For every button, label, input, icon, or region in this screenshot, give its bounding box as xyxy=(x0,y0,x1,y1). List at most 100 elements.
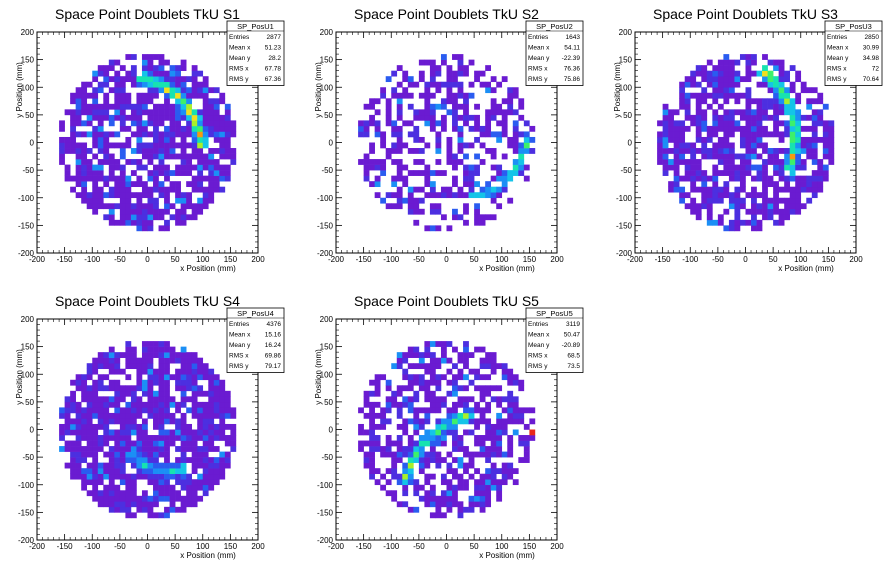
histogram-bin xyxy=(86,197,93,204)
histogram-bin xyxy=(463,352,469,358)
histogram-bin xyxy=(518,170,525,176)
histogram-bin xyxy=(501,468,508,475)
histogram-bin xyxy=(81,159,88,165)
histogram-bin xyxy=(119,103,126,110)
histogram-bin xyxy=(125,98,132,105)
histogram-bin xyxy=(108,396,115,403)
histogram-bin xyxy=(114,495,121,502)
histogram-bin xyxy=(739,203,746,210)
histogram-bin xyxy=(224,131,231,138)
histogram-bin xyxy=(440,81,447,88)
histogram-bin xyxy=(213,159,220,165)
histogram-bin xyxy=(496,81,503,88)
histogram-bin xyxy=(440,440,447,447)
histogram-bin xyxy=(141,208,148,215)
histogram-bin xyxy=(191,363,198,370)
histogram-bin xyxy=(86,363,93,370)
histogram-bin xyxy=(158,357,165,364)
histogram-bin xyxy=(108,363,115,370)
histogram-bin xyxy=(158,341,165,347)
histogram-bin xyxy=(358,125,364,132)
histogram-bin xyxy=(380,170,387,176)
x-tick-label: 200 xyxy=(251,542,265,551)
histogram-bin xyxy=(147,446,154,452)
histogram-bin xyxy=(391,142,398,149)
histogram-bin xyxy=(97,125,104,132)
histogram-bin xyxy=(490,214,497,221)
histogram-bin xyxy=(673,136,680,143)
histogram-bin xyxy=(773,114,779,121)
histogram-bin xyxy=(141,446,148,452)
histogram-bin xyxy=(717,159,724,165)
histogram-bin xyxy=(64,401,71,408)
histogram-bin xyxy=(706,175,713,182)
histogram-bin xyxy=(136,468,143,475)
histogram-bin xyxy=(723,225,730,232)
histogram-bin xyxy=(385,401,392,408)
histogram-bin xyxy=(407,462,414,469)
histogram-bin xyxy=(734,214,741,221)
histogram-bin xyxy=(728,70,735,77)
histogram-bin xyxy=(158,473,165,480)
histogram-bin xyxy=(767,214,774,221)
y-tick-label: -100 xyxy=(18,481,35,490)
histogram-bin xyxy=(407,76,414,83)
y-tick-label: 0 xyxy=(628,139,633,148)
histogram-bin xyxy=(496,131,503,138)
histogram-bin xyxy=(706,214,713,221)
histogram-bin xyxy=(374,479,381,486)
histogram-bin xyxy=(418,170,425,176)
histogram-bin xyxy=(662,153,669,160)
y-axis-label: y Position (mm) xyxy=(314,349,323,405)
histogram-bin xyxy=(767,203,774,210)
histogram-bin xyxy=(789,208,796,215)
histogram-bin xyxy=(130,490,137,497)
histogram-bin xyxy=(418,363,425,370)
histogram-bin xyxy=(418,495,425,502)
histogram-bin xyxy=(141,81,148,88)
histogram-bin xyxy=(518,407,525,414)
histogram-bin xyxy=(208,479,215,486)
histogram-bin xyxy=(446,81,453,88)
histogram-bin xyxy=(158,153,165,160)
histogram-bin xyxy=(407,468,414,475)
histogram-bin xyxy=(822,170,829,176)
histogram-bin xyxy=(180,440,187,447)
histogram-bin xyxy=(75,435,82,441)
histogram-bin xyxy=(363,131,370,138)
histogram-bin xyxy=(795,125,802,132)
histogram-bin xyxy=(92,170,99,176)
histogram-bin xyxy=(97,148,104,154)
histogram-bin xyxy=(75,170,82,176)
histogram-bin xyxy=(130,390,137,397)
histogram-bin xyxy=(778,208,785,215)
histogram-bin xyxy=(490,109,497,116)
histogram-bin xyxy=(130,131,137,138)
histogram-bin xyxy=(136,440,143,447)
stats-box-title: SP_PosU2 xyxy=(536,22,573,31)
histogram-bin xyxy=(413,440,420,447)
histogram-bin xyxy=(457,412,464,419)
histogram-bin xyxy=(175,197,181,204)
histogram-bin xyxy=(202,81,209,88)
histogram-bin xyxy=(424,412,431,419)
histogram-bin xyxy=(396,131,403,138)
histogram-bin xyxy=(141,401,148,408)
histogram-bin xyxy=(141,379,148,386)
histogram-bin xyxy=(739,131,746,138)
histogram-bin xyxy=(756,103,763,110)
x-tick-label: -200 xyxy=(328,255,345,264)
histogram-bin xyxy=(452,385,458,392)
histogram-bin xyxy=(213,457,220,463)
y-tick-label: 200 xyxy=(21,315,35,324)
histogram-bin xyxy=(130,495,137,502)
histogram-bin xyxy=(418,374,425,381)
histogram-bin xyxy=(191,203,198,210)
x-tick-label: -50 xyxy=(712,255,724,264)
y-tick-label: -100 xyxy=(616,194,633,203)
histogram-bin xyxy=(103,181,110,188)
histogram-bin xyxy=(97,114,104,121)
histogram-bin xyxy=(175,352,181,358)
